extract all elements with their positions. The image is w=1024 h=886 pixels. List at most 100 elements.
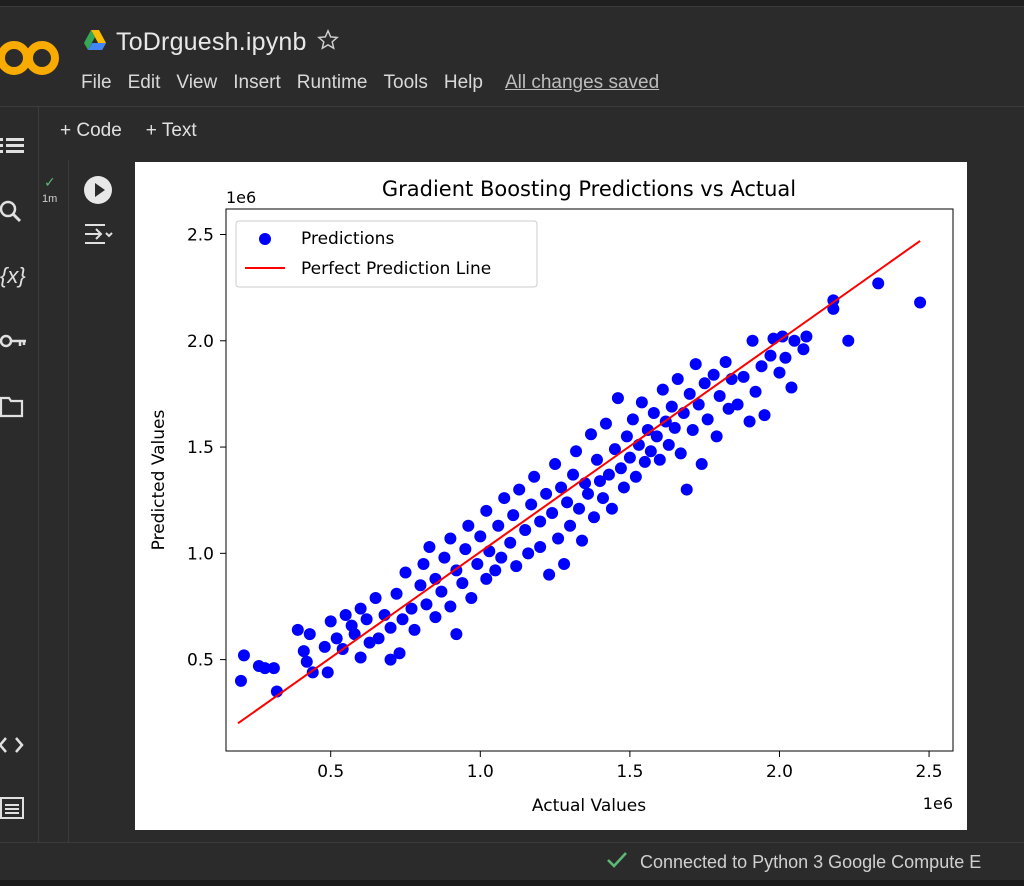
scatter-point bbox=[635, 396, 648, 409]
scatter-point bbox=[689, 358, 702, 371]
scatter-point bbox=[764, 349, 777, 362]
scatter-point bbox=[513, 483, 526, 496]
scatter-point bbox=[384, 621, 397, 634]
scatter-point bbox=[570, 445, 583, 458]
notebook-toolbar: + Code + Text bbox=[60, 120, 197, 142]
scatter-point bbox=[483, 545, 496, 558]
scatter-point bbox=[471, 557, 484, 570]
scatter-point bbox=[800, 330, 813, 343]
scatter-point bbox=[330, 632, 343, 645]
variables-icon[interactable]: {x} bbox=[0, 263, 26, 288]
menu-view[interactable]: View bbox=[176, 72, 218, 93]
scatter-point bbox=[258, 662, 271, 675]
scatter-point bbox=[423, 540, 436, 553]
scatter-point bbox=[680, 483, 693, 496]
scatter-point bbox=[623, 451, 636, 464]
x-tick-label: 2.0 bbox=[766, 762, 793, 782]
scatter-point bbox=[507, 509, 520, 522]
search-icon[interactable] bbox=[0, 199, 30, 225]
scatter-point bbox=[827, 302, 840, 315]
axes-frame bbox=[225, 208, 954, 752]
scatter-point bbox=[480, 504, 493, 517]
scatter-point bbox=[710, 430, 723, 443]
scatter-point bbox=[408, 623, 421, 636]
scatter-point bbox=[558, 557, 571, 570]
secrets-key-icon[interactable] bbox=[0, 331, 30, 351]
scatter-point bbox=[369, 591, 382, 604]
scatter-point bbox=[692, 398, 705, 411]
scatter-point bbox=[552, 532, 565, 545]
output-actions-icon[interactable] bbox=[83, 222, 113, 251]
x-tick-label: 0.5 bbox=[317, 762, 344, 782]
scatter-point bbox=[555, 481, 568, 494]
scatter-point bbox=[576, 534, 589, 547]
scatter-point bbox=[722, 402, 735, 415]
x-tick-label: 2.5 bbox=[916, 762, 943, 782]
scatter-point bbox=[590, 453, 603, 466]
scatter-point bbox=[321, 666, 334, 679]
scatter-point bbox=[390, 587, 403, 600]
menu-runtime[interactable]: Runtime bbox=[296, 72, 368, 93]
menu-insert[interactable]: Insert bbox=[233, 72, 281, 93]
header-divider bbox=[0, 106, 1024, 107]
scatter-point bbox=[504, 536, 517, 549]
run-cell-button[interactable] bbox=[84, 176, 112, 204]
save-status-link[interactable]: All changes saved bbox=[504, 72, 660, 93]
scatter-point bbox=[608, 443, 621, 456]
star-icon[interactable] bbox=[316, 29, 339, 56]
scatter-point bbox=[438, 551, 451, 564]
scatter-point bbox=[788, 334, 801, 347]
scatter-point bbox=[698, 377, 711, 390]
scatter-point bbox=[462, 519, 475, 532]
scatter-point bbox=[653, 453, 666, 466]
scatter-point bbox=[749, 385, 762, 398]
scatter-point bbox=[650, 430, 663, 443]
y-tick-label: 0.5 bbox=[187, 651, 214, 671]
scatter-point bbox=[842, 334, 855, 347]
y-axis-label: Predicted Values bbox=[149, 409, 169, 550]
scatter-point bbox=[758, 409, 771, 422]
perfect-prediction-line bbox=[237, 240, 921, 725]
scatter-point bbox=[405, 602, 418, 615]
menu-tools[interactable]: Tools bbox=[383, 72, 428, 93]
scatter-point bbox=[573, 502, 586, 515]
scatter-chart: Gradient Boosting Predictions vs Actual … bbox=[149, 177, 954, 816]
terminal-icon[interactable] bbox=[0, 797, 30, 819]
x-tick-label: 1.0 bbox=[467, 762, 494, 782]
scatter-point bbox=[396, 613, 409, 626]
table-of-contents-icon[interactable] bbox=[0, 133, 30, 159]
scatter-point bbox=[797, 343, 810, 356]
y-offset-label: 1e6 bbox=[226, 188, 256, 207]
code-snippets-icon[interactable] bbox=[0, 735, 30, 755]
scatter-point bbox=[393, 647, 406, 660]
scatter-point bbox=[773, 366, 786, 379]
files-folder-icon[interactable] bbox=[0, 395, 30, 419]
scatter-point bbox=[363, 636, 376, 649]
notebook-title[interactable]: ToDrguesh.ipynb bbox=[116, 28, 307, 56]
menu-edit[interactable]: Edit bbox=[127, 72, 161, 93]
legend-box bbox=[235, 220, 538, 288]
x-axis-label: Actual Values bbox=[532, 796, 646, 816]
scatter-point bbox=[638, 455, 651, 468]
scatter-point bbox=[459, 543, 472, 556]
scatter-point bbox=[620, 430, 633, 443]
scatter-point bbox=[644, 445, 657, 458]
connection-status[interactable]: Connected to Python 3 Google Compute E bbox=[640, 852, 982, 872]
menu-file[interactable]: File bbox=[81, 72, 112, 93]
menu-help[interactable]: Help bbox=[443, 72, 483, 93]
scatter-point bbox=[339, 608, 352, 621]
scatter-point bbox=[528, 470, 541, 483]
scatter-point bbox=[480, 572, 493, 585]
scatter-point bbox=[737, 370, 750, 383]
legend: Predictions Perfect Prediction Line bbox=[235, 220, 538, 288]
status-bar: Connected to Python 3 Google Compute E bbox=[606, 850, 981, 875]
y-tick-label: 2.0 bbox=[187, 332, 214, 352]
scatter-point bbox=[665, 400, 678, 413]
add-text-button[interactable]: + Text bbox=[145, 120, 197, 141]
add-code-button[interactable]: + Code bbox=[60, 120, 122, 141]
scatter-point bbox=[602, 468, 615, 481]
colab-logo[interactable] bbox=[0, 38, 60, 78]
scatter-point bbox=[647, 407, 660, 420]
scatter-point bbox=[561, 496, 574, 509]
scatter-point bbox=[267, 662, 280, 675]
